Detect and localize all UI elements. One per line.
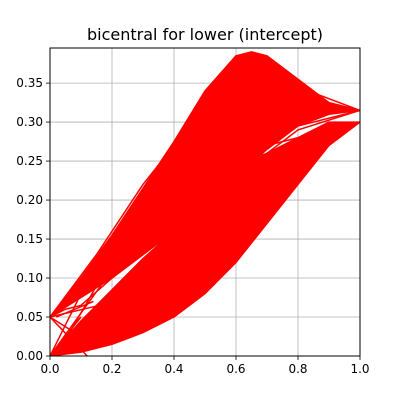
y-tick-label: 0.35 [16,76,43,90]
series-band-2 [50,121,360,356]
series-line [50,74,360,318]
axes-frame [49,47,361,357]
series-line [50,121,360,356]
y-tick-label: 0.30 [16,115,43,129]
y-tick-label: 0.15 [16,232,43,246]
x-tick-label: 0.2 [102,362,121,376]
series-line [55,285,98,356]
y-tick-label: 0.20 [16,193,43,207]
y-tick-label: 0.05 [16,310,43,324]
plot-area [50,51,360,356]
plot-content [50,51,360,356]
series-line [50,109,360,318]
y-tick-label: 0.00 [16,349,43,363]
x-tick-label: 0.0 [40,362,59,376]
series-line [50,121,360,356]
series-line [55,300,94,318]
y-tick-label: 0.25 [16,154,43,168]
series-line [50,304,100,318]
x-tick-label: 0.6 [226,362,245,376]
series-line [50,97,360,318]
x-tick-label: 0.8 [288,362,307,376]
y-tick-label: 0.10 [16,271,43,285]
series-line [50,316,82,356]
x-tick-label: 1.0 [350,362,369,376]
chart-title: bicentral for lower (intercept) [87,25,323,44]
axes: 0.0 0.2 0.4 0.6 0.8 1.0 0.00 0.05 0.10 0.15 0.20 0.… [16,47,370,376]
series-line [50,316,88,356]
x-tick-label: 0.4 [164,362,183,376]
series-line [50,121,360,356]
series-line [50,109,360,318]
